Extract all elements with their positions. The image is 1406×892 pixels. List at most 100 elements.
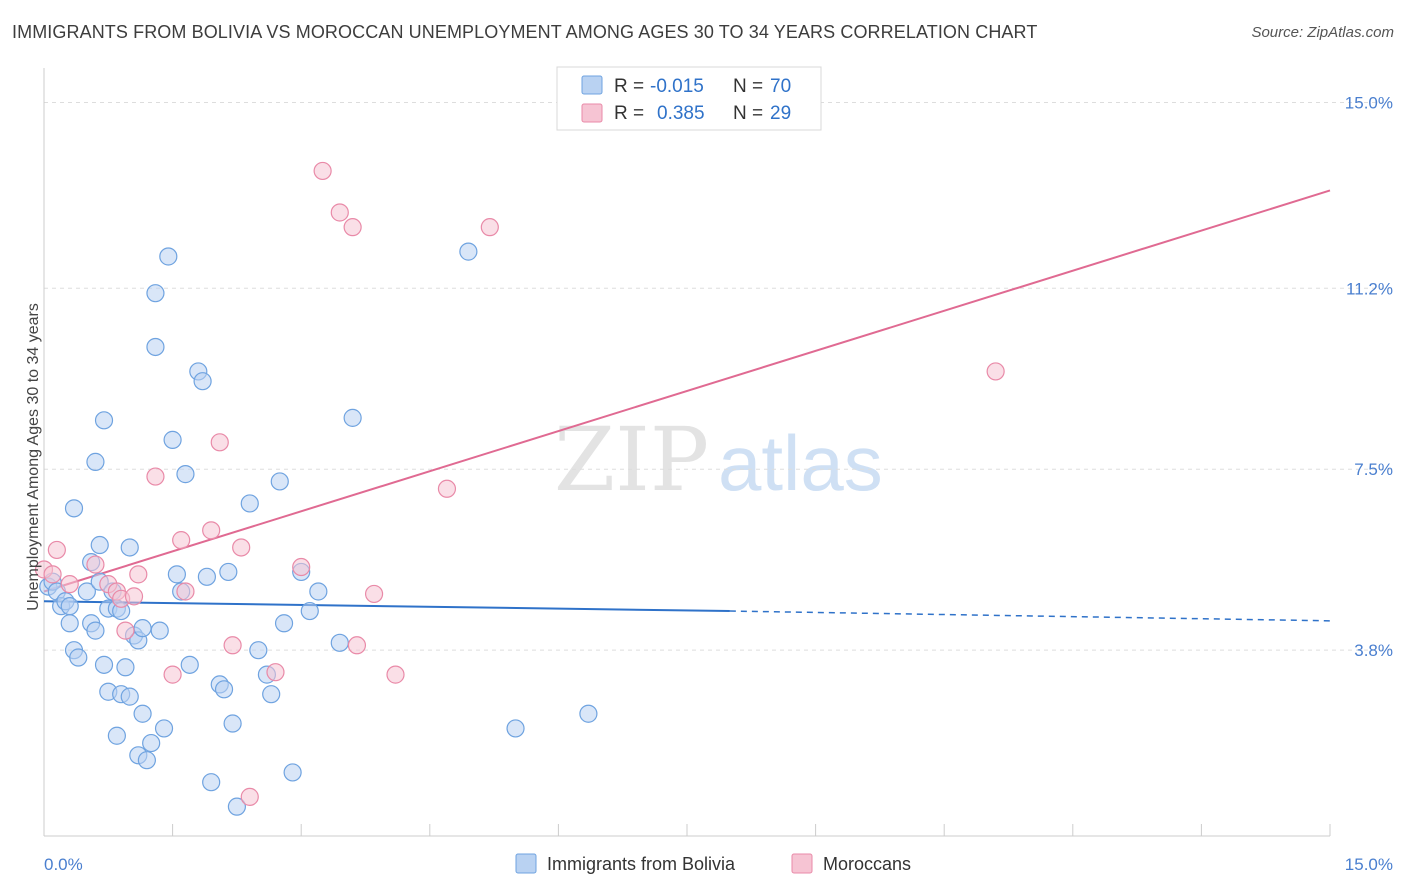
point-blue-6 (60, 614, 79, 633)
point-blue-14 (90, 535, 109, 555)
point-blue-59 (270, 472, 289, 491)
point-blue-66 (343, 408, 362, 427)
point-blue-25 (107, 726, 126, 745)
stats-n-label-1: N = (733, 76, 763, 97)
point-pink-8 (116, 621, 135, 640)
legend-swatch-moroccans (791, 853, 813, 874)
stats-r-value-1: -0.015 (650, 76, 704, 97)
point-pink-4 (86, 555, 105, 574)
stats-r-label-2: R = (614, 103, 644, 124)
point-blue-41 (163, 430, 182, 449)
point-pink-21 (292, 557, 311, 577)
point-blue-33 (133, 704, 152, 723)
point-pink-16 (210, 433, 229, 452)
point-pink-28 (437, 479, 457, 498)
legend-label-bolivia: Immigrants from Bolivia (547, 854, 736, 874)
trend-lines (43, 189, 1331, 622)
stats-legend-swatch-moroccans (581, 103, 603, 123)
point-blue-68 (506, 719, 525, 738)
point-pink-3 (60, 575, 79, 594)
trend-line-bolivia-extension (729, 610, 1331, 622)
point-blue-5 (60, 597, 79, 616)
y-tick-label-3: 15.0% (1345, 93, 1393, 112)
point-pink-30 (986, 362, 1005, 381)
point-blue-45 (180, 655, 199, 674)
point-blue-9 (64, 499, 84, 518)
y-tick-label-1: 7.5% (1354, 460, 1393, 479)
point-pink-10 (129, 565, 148, 584)
point-pink-15 (202, 521, 221, 540)
point-blue-60 (274, 614, 294, 633)
point-blue-37 (146, 284, 165, 303)
point-blue-38 (150, 621, 169, 640)
point-pink-17 (223, 636, 242, 655)
point-pink-9 (124, 587, 144, 606)
axes (43, 68, 1331, 837)
x-tick-label-min: 0.0% (44, 855, 83, 874)
point-pink-22 (313, 161, 332, 181)
trend-line-moroccans (43, 189, 1331, 593)
point-blue-35 (142, 733, 161, 753)
gridlines (44, 101, 1392, 651)
legend-label-moroccans: Moroccans (823, 854, 911, 874)
source-attribution: Source: ZipAtlas.com (1251, 24, 1394, 41)
point-blue-65 (330, 633, 349, 652)
trend-line-bolivia (43, 600, 730, 613)
point-blue-30 (133, 619, 152, 638)
point-blue-31 (120, 687, 139, 706)
point-blue-40 (159, 247, 178, 266)
point-blue-53 (223, 714, 242, 733)
point-pink-26 (364, 584, 384, 604)
point-pink-1 (43, 565, 62, 584)
watermark-zip: ZIP (554, 408, 709, 511)
point-pink-18 (232, 538, 251, 557)
point-blue-52 (219, 562, 238, 582)
point-blue-17 (94, 411, 114, 430)
watermark-atlas: atlas (718, 419, 883, 507)
stats-n-value-1: 70 (770, 76, 791, 97)
stats-n-value-2: 29 (770, 103, 791, 124)
x-tick-label-max: 15.0% (1345, 855, 1393, 874)
point-pink-24 (343, 218, 362, 237)
point-blue-63 (300, 601, 319, 621)
point-pink-14 (176, 582, 195, 601)
point-blue-51 (214, 680, 234, 699)
data-points (34, 161, 1005, 816)
stats-r-value-2: 0.385 (657, 103, 705, 124)
point-blue-19 (94, 655, 114, 674)
point-blue-8 (69, 648, 88, 667)
point-blue-55 (240, 494, 259, 513)
point-blue-15 (86, 621, 105, 640)
point-pink-25 (347, 636, 367, 655)
y-axis-label: Unemployment Among Ages 30 to 34 years (25, 303, 42, 611)
point-blue-47 (193, 372, 212, 391)
point-blue-26 (116, 658, 135, 677)
point-blue-67 (459, 242, 478, 261)
stats-legend-swatch-bolivia (581, 75, 603, 95)
point-pink-2 (47, 540, 66, 560)
y-tick-labels: 3.8% 7.5% 11.2% 15.0% (1345, 93, 1393, 660)
stats-n-label-2: N = (733, 103, 763, 124)
y-tick-label-0: 3.8% (1354, 641, 1393, 660)
point-blue-58 (262, 685, 281, 704)
point-blue-27 (120, 538, 139, 557)
stats-legend: R = -0.015 N = 70 R = 0.385 N = 29 (556, 66, 822, 131)
point-blue-54 (227, 797, 246, 816)
point-blue-64 (309, 582, 328, 601)
series-legend: Immigrants from Bolivia Moroccans (515, 853, 911, 874)
point-blue-10 (77, 582, 96, 601)
point-pink-20 (266, 663, 285, 682)
point-blue-49 (202, 773, 221, 792)
point-pink-19 (240, 787, 259, 806)
point-pink-13 (172, 531, 191, 550)
point-blue-69 (579, 704, 598, 723)
point-blue-39 (154, 719, 174, 738)
point-blue-48 (197, 567, 216, 586)
point-blue-36 (146, 337, 165, 357)
point-pink-11 (146, 467, 165, 486)
point-blue-34 (137, 751, 156, 770)
stats-r-label-1: R = (614, 76, 644, 97)
point-pink-27 (386, 665, 405, 684)
point-blue-13 (86, 452, 105, 471)
